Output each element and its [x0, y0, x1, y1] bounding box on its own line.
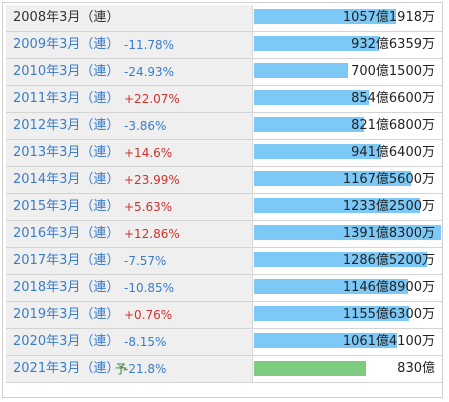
year-label[interactable]: 2009年3月（連）: [13, 37, 120, 52]
row-label-cell: 2012年3月（連） -3.86%: [6, 113, 253, 139]
bar-cell: 1155億6300万: [254, 302, 441, 328]
table-row: 2009年3月（連） -11.78% 932億6359万: [6, 32, 443, 59]
table-row: 2010年3月（連） -24.93% 700億1500万: [6, 59, 443, 86]
value-label: 1057億1918万: [342, 10, 435, 25]
row-label-cell: 2009年3月（連） -11.78%: [6, 32, 253, 58]
table-row: 2019年3月（連） +0.76% 1155億6300万: [6, 302, 443, 329]
year-label[interactable]: 2019年3月（連）: [13, 307, 120, 322]
bar-cell: 1061億4100万: [254, 329, 441, 355]
row-label-cell: 2018年3月（連） -10.85%: [6, 275, 253, 301]
change-percent: +14.6%: [124, 146, 173, 160]
change-percent: -11.78%: [124, 38, 175, 52]
value-label: 1155億6300万: [342, 307, 435, 322]
value-bar: [254, 171, 411, 186]
row-label-cell: 2014年3月（連） +23.99%: [6, 167, 253, 193]
change-percent: -8.15%: [124, 335, 167, 349]
row-label-cell: 2011年3月（連） +22.07%: [6, 86, 253, 112]
change-percent: -3.86%: [124, 119, 167, 133]
value-bar: [254, 117, 364, 132]
year-label[interactable]: 2016年3月（連）: [13, 226, 120, 241]
year-label[interactable]: 2021年3月（連）: [13, 361, 120, 376]
row-label-cell: 2019年3月（連） +0.76%: [6, 302, 253, 328]
bar-cell: 700億1500万: [254, 59, 441, 85]
change-percent: +0.76%: [124, 308, 173, 322]
value-label: 1286億5200万: [342, 253, 435, 268]
table-row: 2021年3月（連）予 -21.8% 830億: [6, 356, 443, 383]
value-bar: [254, 252, 427, 267]
year-label[interactable]: 2010年3月（連）: [13, 64, 120, 79]
value-label: 1146億8900万: [342, 280, 435, 295]
bar-cell: 830億: [254, 356, 441, 382]
value-label: 1167億5600万: [342, 172, 435, 187]
value-bar: [254, 63, 348, 78]
value-label: 1391億8300万: [342, 226, 435, 241]
bar-cell: 1167億5600万: [254, 167, 441, 193]
table-row: 2012年3月（連） -3.86% 821億6800万: [6, 113, 443, 140]
bar-cell: 821億6800万: [254, 113, 441, 139]
bar-cell: 1057億1918万: [254, 5, 441, 31]
change-percent: +5.63%: [124, 200, 173, 214]
value-label: 854億6600万: [351, 91, 435, 106]
table-row: 2015年3月（連） +5.63% 1233億2500万: [6, 194, 443, 221]
row-label-cell: 2021年3月（連）予 -21.8%: [6, 356, 253, 382]
year-label[interactable]: 2015年3月（連）: [13, 199, 120, 214]
table-row: 2017年3月（連） -7.57% 1286億5200万: [6, 248, 443, 275]
year-label[interactable]: 2013年3月（連）: [13, 145, 120, 160]
row-label-cell: 2016年3月（連） +12.86%: [6, 221, 253, 247]
year-label[interactable]: 2012年3月（連）: [13, 118, 120, 133]
bar-cell: 1146億8900万: [254, 275, 441, 301]
table-row: 2018年3月（連） -10.85% 1146億8900万: [6, 275, 443, 302]
change-percent: -7.57%: [124, 254, 167, 268]
table-row: 2008年3月（連） 1057億1918万: [6, 5, 443, 32]
row-label-cell: 2015年3月（連） +5.63%: [6, 194, 253, 220]
value-label: 941億6400万: [351, 145, 435, 160]
row-label-cell: 2013年3月（連） +14.6%: [6, 140, 253, 166]
bar-cell: 932億6359万: [254, 32, 441, 58]
change-percent: +22.07%: [124, 92, 180, 106]
row-label-cell: 2008年3月（連）: [6, 5, 253, 31]
bar-cell: 1286億5200万: [254, 248, 441, 274]
value-label: 700億1500万: [351, 64, 435, 79]
bar-cell: 941億6400万: [254, 140, 441, 166]
forecast-mark: 予: [115, 362, 128, 376]
row-label-cell: 2017年3月（連） -7.57%: [6, 248, 253, 274]
change-percent: +12.86%: [124, 227, 180, 241]
value-bar: [254, 279, 408, 294]
bar-cell: 1233億2500万: [254, 194, 441, 220]
bar-cell: 1391億8300万: [254, 221, 441, 247]
row-label-cell: 2020年3月（連） -8.15%: [6, 329, 253, 355]
forecast-value-bar: [254, 361, 366, 376]
value-bar: [254, 9, 396, 24]
value-bar: [254, 144, 381, 159]
value-bar: [254, 333, 397, 348]
table-row: 2016年3月（連） +12.86% 1391億8300万: [6, 221, 443, 248]
year-label: 2008年3月（連）: [13, 10, 120, 25]
table-row: 2014年3月（連） +23.99% 1167億5600万: [6, 167, 443, 194]
value-bar: [254, 225, 441, 240]
change-percent: -24.93%: [124, 65, 175, 79]
value-bar: [254, 36, 379, 51]
change-percent: +23.99%: [124, 173, 180, 187]
value-bar: [254, 306, 409, 321]
year-label[interactable]: 2011年3月（連）: [13, 91, 120, 106]
value-bar: [254, 198, 420, 213]
change-percent: -21.8%: [124, 362, 167, 376]
bar-cell: 854億6600万: [254, 86, 441, 112]
row-label-cell: 2010年3月（連） -24.93%: [6, 59, 253, 85]
year-label[interactable]: 2018年3月（連）: [13, 280, 120, 295]
value-label: 821億6800万: [351, 118, 435, 133]
value-label: 1233億2500万: [342, 199, 435, 214]
value-label: 1061億4100万: [342, 334, 435, 349]
change-percent: -10.85%: [124, 281, 175, 295]
table-row: 2013年3月（連） +14.6% 941億6400万: [6, 140, 443, 167]
year-label[interactable]: 2017年3月（連）: [13, 253, 120, 268]
year-label[interactable]: 2020年3月（連）: [13, 334, 120, 349]
value-label: 932億6359万: [351, 37, 435, 52]
value-label: 830億: [397, 361, 435, 376]
table-row: 2020年3月（連） -8.15% 1061億4100万: [6, 329, 443, 356]
year-label[interactable]: 2014年3月（連）: [13, 172, 120, 187]
table-row: 2011年3月（連） +22.07% 854億6600万: [6, 86, 443, 113]
value-bar: [254, 90, 369, 105]
